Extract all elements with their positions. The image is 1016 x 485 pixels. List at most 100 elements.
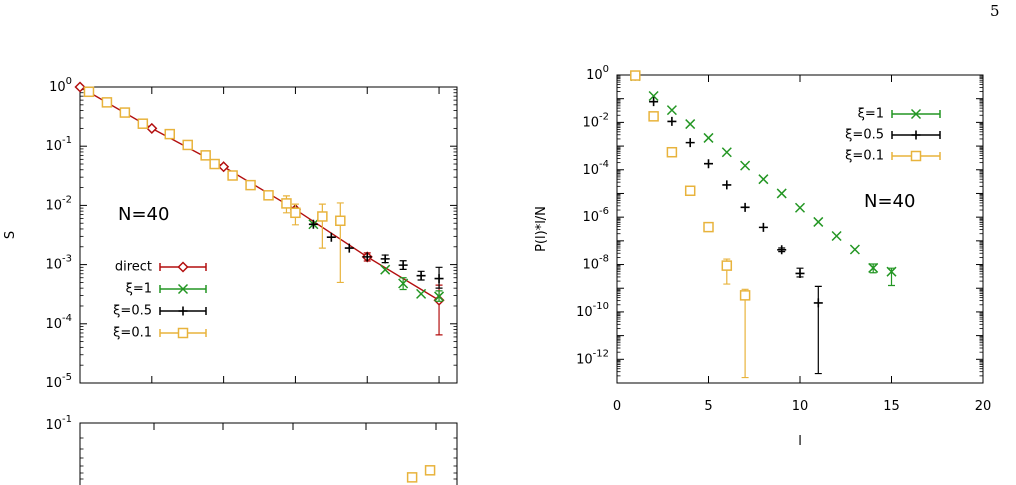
data-point bbox=[74, 81, 86, 93]
data-point bbox=[245, 179, 256, 191]
data-point bbox=[146, 122, 158, 134]
x-tick-label: 15 bbox=[883, 399, 900, 414]
y-tick-label: 10-6 bbox=[582, 206, 609, 225]
plot-frame bbox=[79, 86, 458, 384]
legend-marker bbox=[178, 306, 188, 316]
data-point bbox=[776, 188, 787, 199]
legend-label: ξ=0.1 bbox=[113, 326, 152, 341]
data-point bbox=[335, 215, 346, 227]
data-point bbox=[649, 97, 659, 107]
data-point bbox=[281, 198, 292, 209]
legend-label: ξ=0.5 bbox=[113, 304, 152, 319]
error-bar bbox=[741, 288, 749, 379]
data-point bbox=[83, 86, 95, 98]
y-tick-label: 10-4 bbox=[582, 159, 609, 178]
y-tick-label: 10-8 bbox=[582, 254, 609, 273]
legend-marker bbox=[911, 130, 921, 140]
data-point bbox=[648, 90, 659, 102]
x-tick-label: 0 bbox=[613, 399, 621, 414]
error-bar bbox=[336, 202, 344, 284]
y-tick-label: 10-3 bbox=[45, 254, 72, 273]
legend-label: ξ=0.5 bbox=[845, 128, 884, 143]
left-bottom-plot: 10-1 bbox=[45, 414, 458, 485]
data-point bbox=[886, 266, 897, 277]
y-tick-label: 10-2 bbox=[582, 111, 609, 130]
y-tick-label: 10-1 bbox=[45, 135, 72, 154]
data-point bbox=[416, 271, 426, 281]
series-plus bbox=[630, 71, 823, 375]
series-x bbox=[308, 219, 445, 302]
data-point bbox=[398, 278, 409, 289]
data-point bbox=[777, 245, 787, 255]
data-point bbox=[868, 262, 879, 273]
data-point bbox=[227, 170, 238, 181]
data-point bbox=[849, 244, 860, 255]
left-top-plot: 100 10-1 10-2 10-3 10-4 10-5 S N=40 direct ξ=1 ξ=0… bbox=[3, 76, 458, 391]
data-point bbox=[416, 288, 427, 299]
series-x bbox=[630, 71, 897, 287]
plot-frame bbox=[79, 422, 458, 485]
data-point bbox=[721, 260, 733, 271]
data-point bbox=[182, 139, 193, 151]
data-point bbox=[795, 268, 805, 278]
y-tick-label: 100 bbox=[49, 76, 72, 95]
x-tick-label: 10 bbox=[792, 399, 809, 414]
data-point bbox=[666, 146, 678, 158]
data-point bbox=[406, 472, 418, 483]
y-tick-label: 10-12 bbox=[576, 348, 609, 367]
data-point bbox=[648, 111, 659, 122]
data-point bbox=[684, 185, 696, 197]
data-point bbox=[218, 161, 230, 173]
data-point bbox=[831, 230, 842, 242]
data-point bbox=[740, 160, 751, 171]
data-point bbox=[119, 107, 131, 118]
data-point bbox=[362, 252, 372, 262]
data-point bbox=[424, 465, 436, 476]
legend-marker bbox=[177, 283, 189, 295]
legend-label: ξ=0.1 bbox=[845, 149, 884, 164]
data-point bbox=[813, 298, 823, 308]
data-point bbox=[164, 128, 176, 140]
legend-marker bbox=[910, 108, 922, 120]
data-point bbox=[758, 174, 769, 185]
y-axis-label: S bbox=[3, 231, 18, 239]
right-plot: 0 5 10 15 20 100 10-2 10-4 10-6 10-8 10-10 10-12 l P(… bbox=[534, 64, 991, 449]
legend-label: direct bbox=[115, 260, 152, 275]
legend: direct ξ=1 ξ=0.5 ξ=0.1 bbox=[113, 260, 207, 341]
data-point bbox=[263, 190, 274, 201]
data-point bbox=[666, 105, 677, 116]
data-point bbox=[380, 254, 390, 264]
data-point bbox=[344, 243, 354, 253]
data-point bbox=[685, 119, 696, 130]
series-square bbox=[83, 86, 346, 284]
data-point bbox=[739, 290, 751, 301]
y-tick-label: 10-4 bbox=[45, 313, 72, 332]
annotation-n: N=40 bbox=[118, 204, 169, 225]
y-tick-label: 10-10 bbox=[576, 301, 609, 320]
data-point bbox=[308, 219, 318, 229]
y-axis-label: P(l)*l/N bbox=[534, 206, 549, 252]
legend-label: ξ=1 bbox=[126, 282, 152, 297]
data-point bbox=[794, 202, 806, 213]
page-number: 5 bbox=[990, 2, 1000, 20]
data-point bbox=[200, 150, 211, 161]
data-point bbox=[630, 70, 641, 81]
data-point bbox=[137, 118, 149, 129]
legend-marker bbox=[177, 327, 189, 339]
data-point bbox=[209, 158, 220, 170]
data-point bbox=[434, 274, 444, 284]
data-point bbox=[703, 132, 714, 143]
data-point bbox=[398, 260, 408, 270]
legend-marker bbox=[910, 150, 922, 162]
data-point bbox=[758, 222, 768, 232]
annotation-n: N=40 bbox=[864, 191, 915, 212]
data-point bbox=[722, 180, 732, 190]
data-point bbox=[703, 221, 714, 233]
y-tick-label: 10-1 bbox=[45, 414, 72, 433]
data-point bbox=[290, 207, 301, 219]
x-tick-label: 20 bbox=[975, 399, 992, 414]
data-point bbox=[721, 147, 732, 158]
legend: ξ=1 ξ=0.5 ξ=0.1 bbox=[845, 107, 941, 164]
data-point bbox=[380, 264, 391, 275]
data-point bbox=[326, 232, 336, 242]
